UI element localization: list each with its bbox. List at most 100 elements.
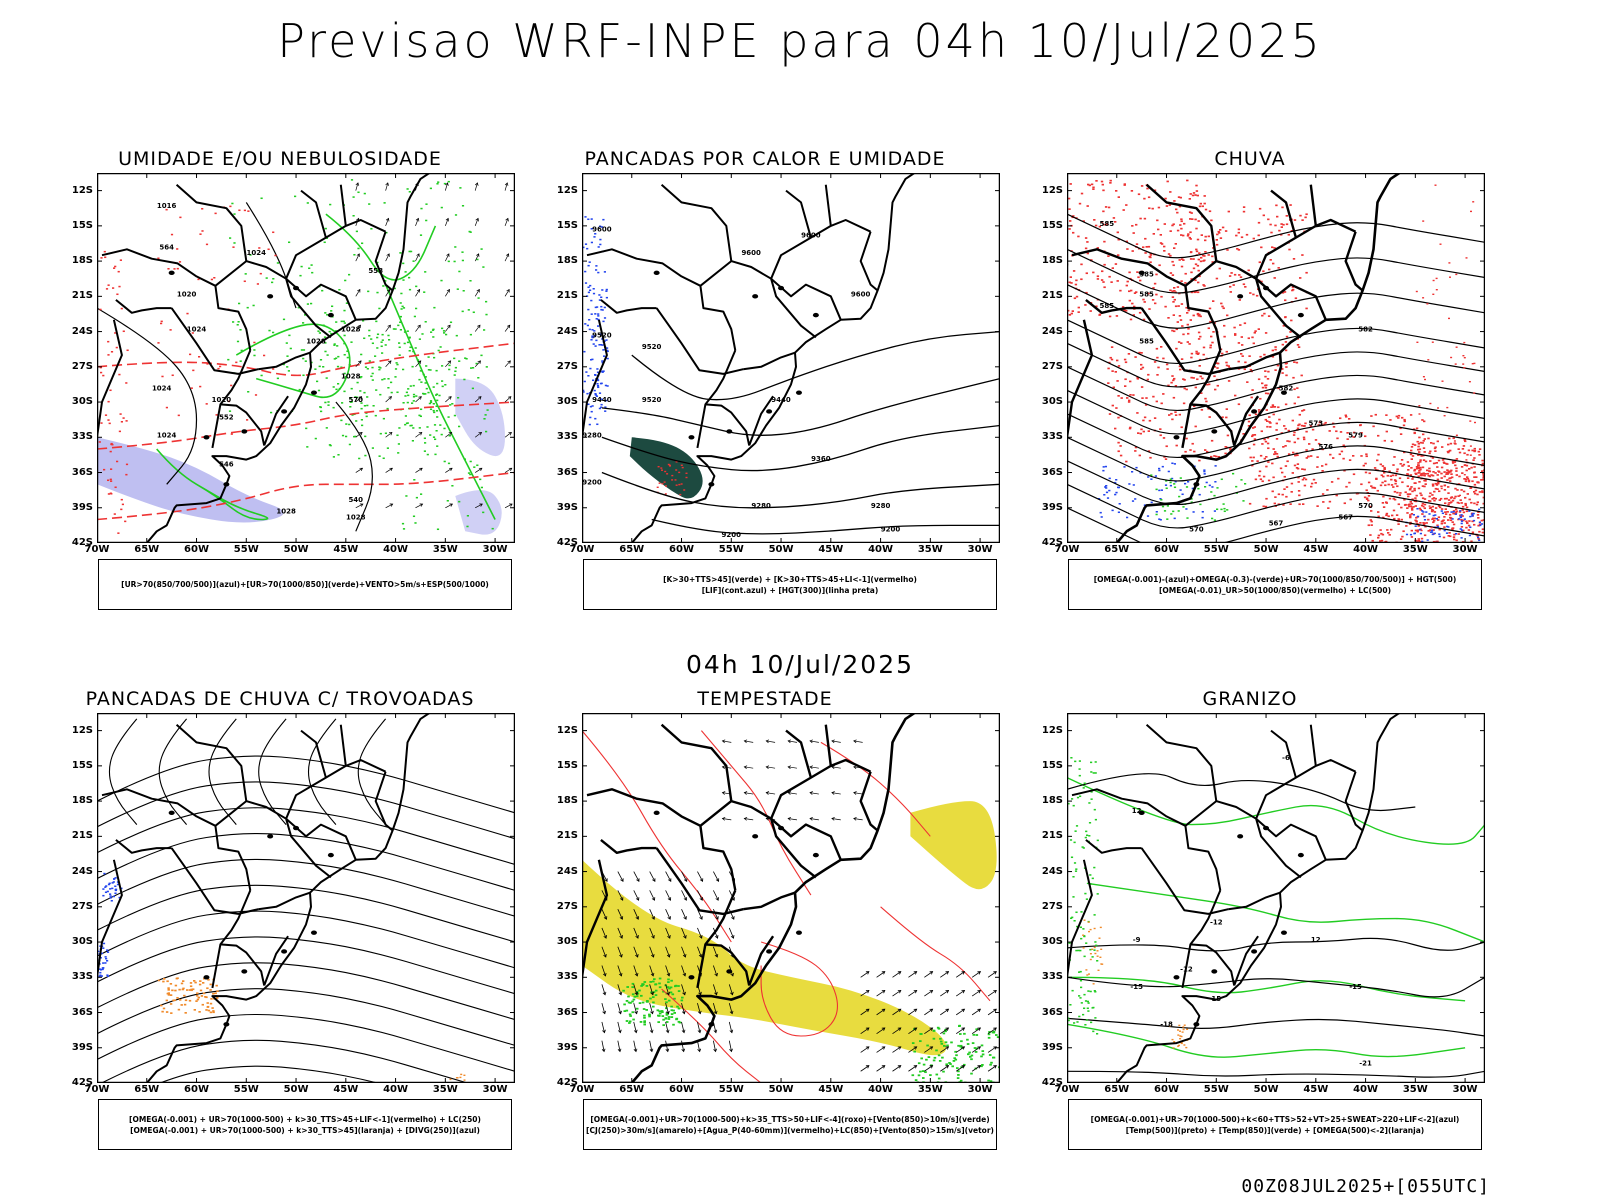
lat-label: 18S: [556, 255, 578, 267]
lat-label: 30S: [71, 936, 93, 948]
lon-label: 40W: [383, 544, 409, 555]
lat-label: 15S: [1041, 759, 1063, 771]
contour-label: 9200: [722, 531, 742, 539]
lon-label: 50W: [768, 544, 794, 555]
lat-label: 27S: [1041, 360, 1063, 372]
legend-line: [K>30+TTS>45](verde) + [K>30+TTS>45+LI<-…: [663, 574, 917, 584]
panel-legend: [OMEGA(-0.001) + UR>70(1000-500) + k>30_…: [98, 1099, 512, 1150]
lat-label: 18S: [71, 795, 93, 807]
lon-label: 60W: [669, 1084, 694, 1095]
map-panel-5: TEMPESTADE 12S 15S 18S 21S 24S 27S 30S 33S 36S 39S…: [530, 688, 1000, 1168]
lat-label: 21S: [556, 290, 578, 302]
lon-label: 45W: [1303, 1084, 1329, 1095]
contour-label: 570: [1358, 502, 1373, 510]
lon-label: 55W: [718, 1084, 744, 1095]
contour-label: 9440: [592, 396, 612, 404]
panel-title: UMIDADE E/OU NEBULOSIDADE: [118, 148, 442, 170]
lat-label: 39S: [556, 1041, 578, 1053]
contour-label: 567: [1338, 514, 1353, 522]
lat-label: 21S: [556, 830, 578, 842]
lat-label: 42S: [1041, 537, 1063, 548]
contour-label: 9280: [751, 502, 771, 510]
lon-label: 65W: [619, 544, 645, 555]
contour-label: 1028: [306, 337, 326, 345]
panel-title: TEMPESTADE: [697, 688, 833, 710]
lat-label: 15S: [71, 759, 93, 771]
lon-label: 70W: [1054, 544, 1080, 555]
lon-label: 45W: [333, 1084, 359, 1095]
legend-line: [LIF](cont.azul) + [HGT(300)](linha pret…: [701, 585, 879, 595]
contour-label: 585: [1099, 302, 1114, 310]
lat-label: 24S: [71, 325, 93, 337]
lat-label: 12S: [71, 724, 93, 736]
legend-line: [OMEGA(-0.001)-(azul)+OMEGA(-0.3)-(verde…: [1093, 574, 1457, 584]
lat-label: 21S: [1041, 290, 1063, 302]
map-outlines: [582, 173, 915, 543]
contour-label: 1028: [276, 508, 296, 516]
contour-label: 9600: [851, 290, 871, 298]
contour-label: -6: [1282, 754, 1290, 762]
lat-label: 15S: [556, 759, 578, 771]
lon-label: 65W: [134, 544, 160, 555]
map-outlines: [97, 173, 430, 543]
lon-label: 30W: [482, 544, 508, 555]
contour-label: 582: [1358, 326, 1373, 334]
lon-label: 40W: [1353, 544, 1379, 555]
lon-label: 30W: [967, 544, 993, 555]
lat-label: 30S: [556, 396, 578, 408]
contour-label: 585: [1139, 270, 1154, 278]
lat-label: 27S: [556, 900, 578, 912]
lat-label: 39S: [556, 501, 578, 513]
lon-label: 60W: [184, 1084, 209, 1095]
contour-label: 9600: [741, 249, 761, 257]
lon-label: 65W: [134, 1084, 160, 1095]
contour-label: 573: [1308, 420, 1323, 428]
contour-label: 570: [348, 396, 363, 404]
lat-label: 15S: [71, 219, 93, 231]
legend-line: [UR>70(850/700/500)](azul)+[UR>70(1000/8…: [121, 580, 489, 589]
map-outlines: [1067, 713, 1400, 1083]
contour-label: 1024: [246, 249, 266, 257]
map-canvas: [582, 713, 1000, 1083]
map-canvas: 585 585 585 585 585 582 582 579 576 573 570 567 570 5…: [1067, 173, 1485, 543]
lat-label: 42S: [556, 537, 578, 548]
map-panel-1: UMIDADE E/OU NEBULOSIDADE 12S 15S 18S 21S 24S…: [45, 148, 515, 628]
lon-label: 35W: [432, 1084, 458, 1095]
lat-label: 12S: [1041, 724, 1063, 736]
lat-label: 30S: [71, 396, 93, 408]
legend-line: [CJ(250)>30m/s](amarelo)+[Agua_P(40-60mm…: [586, 1125, 994, 1135]
legend-line: [OMEGA(-0.001) + UR>70(1000-500) + k>30_…: [130, 1125, 480, 1135]
lon-label: 55W: [233, 1084, 259, 1095]
panel-legend: [OMEGA(-0.001)+UR>70(1000-500)+k<60+TTS>…: [1068, 1099, 1482, 1150]
lat-label: 15S: [1041, 219, 1063, 231]
lon-label: 55W: [1203, 544, 1229, 555]
contour-label: 582: [1279, 384, 1294, 392]
lat-label: 24S: [556, 865, 578, 877]
contour-label: -15: [1130, 983, 1143, 991]
lon-label: 40W: [868, 544, 894, 555]
lon-label: 30W: [1452, 544, 1478, 555]
lat-label: 30S: [556, 936, 578, 948]
panel-legend: [OMEGA(-0.001)+UR>70(1000-500)+k>35_TTS>…: [583, 1099, 997, 1150]
lat-label: 27S: [1041, 900, 1063, 912]
lat-label: 12S: [556, 184, 578, 196]
lat-label: 33S: [1041, 971, 1063, 983]
contour-label: 9360: [811, 455, 831, 463]
lon-label: 45W: [818, 544, 844, 555]
lat-label: 12S: [556, 724, 578, 736]
contour-label: -21: [1359, 1059, 1372, 1067]
main-title: Previsao WRF-INPE para 04h 10/Jul/2025: [277, 14, 1323, 68]
lon-label: 40W: [383, 1084, 409, 1095]
contour-label: 564: [159, 243, 174, 251]
lon-label: 35W: [917, 544, 943, 555]
map-panel-6: GRANIZO 12S 15S 18S 21S 24S 27S 30S 33S 36S 39S 42S…: [1015, 688, 1485, 1168]
panel-title: CHUVA: [1214, 148, 1286, 170]
lon-label: 70W: [84, 1084, 110, 1095]
contour-label: 1028: [341, 373, 361, 381]
lon-label: 35W: [432, 544, 458, 555]
lat-label: 30S: [1041, 396, 1063, 408]
lat-label: 39S: [1041, 1041, 1063, 1053]
lon-label: 65W: [1104, 1084, 1130, 1095]
contour-label: 9280: [582, 431, 602, 439]
contour-label: 558: [368, 267, 383, 275]
